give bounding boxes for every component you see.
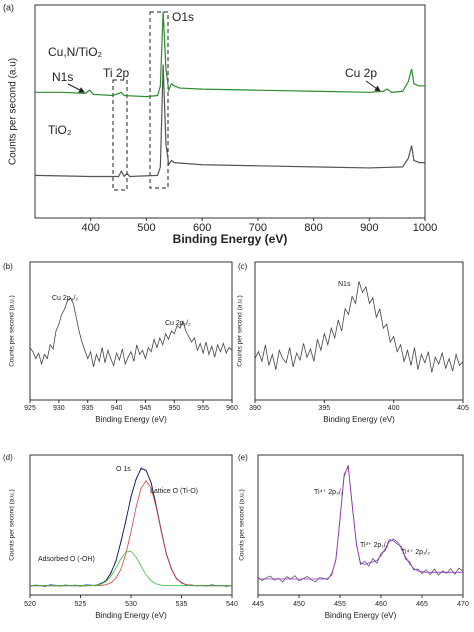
- x-tick-label: 460: [375, 601, 387, 608]
- x-tick-label: 540: [226, 601, 238, 608]
- annotation: Cu 2p: [345, 66, 377, 80]
- series-label: TiO₂: [48, 123, 72, 137]
- annotation: Cu 2p₁/₂: [165, 320, 191, 327]
- panel-label: (d): [3, 453, 13, 462]
- plot-frame: [34, 4, 426, 219]
- panel-label: (a): [3, 2, 14, 12]
- annotation: N1s: [52, 70, 73, 84]
- o1s-region-box: [149, 11, 169, 189]
- x-tick-label: 800: [304, 222, 322, 234]
- series-line: [29, 297, 233, 367]
- series-line: [34, 64, 425, 178]
- n1s-arrow: [67, 83, 85, 93]
- x-tick-label: 600: [193, 222, 211, 234]
- y-axis-label: Counts per second (a.u): [8, 58, 19, 165]
- x-tick-label: 1000: [413, 222, 437, 234]
- x-tick-label: 445: [252, 601, 264, 608]
- plot-frame: [257, 454, 464, 596]
- x-tick-label: 940: [111, 405, 123, 412]
- ti2p-region-box: [112, 79, 128, 191]
- x-tick-label: 520: [24, 601, 36, 608]
- annotation: Ti⁴⁺ 2p₁/₂: [401, 549, 430, 556]
- x-tick-label: 390: [249, 405, 261, 412]
- x-tick-label: 530: [125, 601, 137, 608]
- x-tick-label: 465: [416, 601, 428, 608]
- plot-frame: [29, 261, 233, 401]
- x-tick-label: 400: [82, 222, 100, 234]
- x-tick-label: 900: [360, 222, 378, 234]
- annotation: Cu 2p₃/₂: [52, 295, 78, 302]
- x-tick-label: 925: [24, 405, 36, 412]
- annotation: O1s: [172, 10, 194, 24]
- x-axis-label: Binding Energy (eV): [173, 232, 288, 246]
- x-tick-label: 395: [318, 405, 330, 412]
- x-tick-label: 470: [457, 601, 469, 608]
- series-label: Cu,N/TiO₂: [48, 45, 103, 59]
- series-line: [30, 468, 232, 587]
- x-axis-label: Binding Energy (eV): [323, 415, 395, 424]
- x-tick-label: 450: [293, 601, 305, 608]
- panel-label: (e): [238, 453, 248, 462]
- y-axis-label: Counts per second (a.u.): [9, 295, 16, 367]
- x-tick-label: 700: [249, 222, 267, 234]
- annotation: Ti³⁺ 2p₁/₂: [360, 542, 389, 549]
- x-axis-label: Binding Energy (eV): [325, 611, 397, 620]
- y-axis-label: Counts per second (a.u.): [239, 489, 246, 561]
- x-tick-label: 525: [75, 601, 87, 608]
- panel-label: (b): [3, 262, 13, 271]
- series-line: [257, 464, 464, 583]
- x-axis-label: Binding Energy (eV): [95, 415, 167, 424]
- annotation: Ti⁴⁺ 2p₃/₂: [314, 489, 344, 496]
- cu2p-arrow: [365, 80, 381, 92]
- x-tick-label: 930: [53, 405, 65, 412]
- x-tick-label: 945: [140, 405, 152, 412]
- annotation: Ti 2p: [103, 66, 130, 80]
- x-tick-label: 455: [334, 601, 346, 608]
- x-axis-label: Binding Energy (eV): [95, 611, 167, 620]
- series-line: [35, 11, 425, 98]
- plot-frame: [254, 261, 464, 401]
- x-tick-label: 935: [82, 405, 94, 412]
- plot-frame: [29, 454, 233, 596]
- x-tick-label: 400: [388, 405, 400, 412]
- annotation: Lattice O (Ti-O): [150, 488, 198, 495]
- x-tick-label: 535: [176, 601, 188, 608]
- series-line: [29, 467, 233, 588]
- series-line: [254, 281, 464, 373]
- y-axis-label: Counts per second (a.u.): [9, 489, 16, 561]
- series-line: [30, 550, 232, 587]
- annotation: N1s: [338, 281, 351, 288]
- series-line: [258, 465, 463, 580]
- x-tick-label: 955: [197, 405, 209, 412]
- x-tick-label: 960: [226, 405, 238, 412]
- annotation: Adsorbed O (-OH): [38, 556, 95, 563]
- x-tick-label: 500: [137, 222, 155, 234]
- x-tick-label: 950: [168, 405, 180, 412]
- x-tick-label: 405: [457, 405, 469, 412]
- annotation: O 1s: [116, 466, 131, 473]
- panel-label: (c): [238, 262, 248, 271]
- y-axis-label: Counts per second (a.u.): [237, 295, 244, 367]
